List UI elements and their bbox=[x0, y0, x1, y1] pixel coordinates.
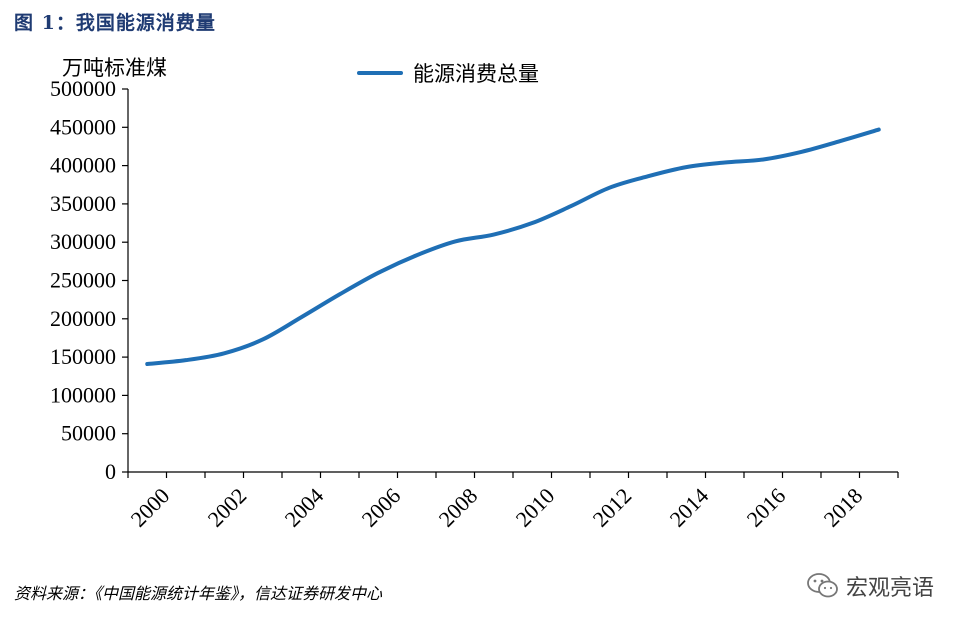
y-tick-label: 400000 bbox=[50, 153, 116, 178]
wechat-account-name: 宏观亮语 bbox=[846, 576, 935, 601]
x-tick-label: 2014 bbox=[665, 483, 714, 532]
y-tick-label: 500000 bbox=[50, 76, 116, 101]
y-tick-label: 450000 bbox=[50, 114, 116, 139]
wechat-icon bbox=[807, 573, 838, 598]
x-tick-label: 2000 bbox=[126, 483, 175, 532]
x-tick-label: 2006 bbox=[357, 483, 406, 532]
legend: 能源消费总量 bbox=[357, 58, 539, 88]
source-note: 资料来源：《中国能源统计年鉴》，信达证券研发中心 bbox=[14, 584, 383, 603]
wechat-watermark: 宏观亮语 bbox=[806, 570, 934, 602]
x-tick-label: 2002 bbox=[203, 483, 252, 532]
figure-title: 图 1：我国能源消费量 bbox=[14, 12, 216, 34]
y-tick-label: 350000 bbox=[50, 191, 116, 216]
y-tick-label: 150000 bbox=[50, 344, 116, 369]
legend-label: 能源消费总量 bbox=[413, 62, 539, 86]
x-tick-label: 2016 bbox=[742, 483, 791, 532]
x-tick-label: 2008 bbox=[434, 483, 483, 532]
x-tick-label: 2004 bbox=[280, 483, 329, 532]
y-tick-label: 50000 bbox=[61, 421, 116, 446]
y-tick-label: 250000 bbox=[50, 268, 116, 293]
y-axis-unit-label: 万吨标准煤 bbox=[62, 56, 167, 80]
y-tick-label: 300000 bbox=[50, 229, 116, 254]
y-tick-label: 200000 bbox=[50, 306, 116, 331]
y-tick-label: 0 bbox=[105, 459, 116, 484]
legend-swatch bbox=[357, 71, 403, 75]
x-tick-label: 2012 bbox=[588, 483, 637, 532]
x-tick-label: 2018 bbox=[819, 483, 868, 532]
series-line-0 bbox=[145, 127, 881, 366]
y-tick-label: 100000 bbox=[50, 382, 116, 407]
x-tick-label: 2010 bbox=[511, 483, 560, 532]
